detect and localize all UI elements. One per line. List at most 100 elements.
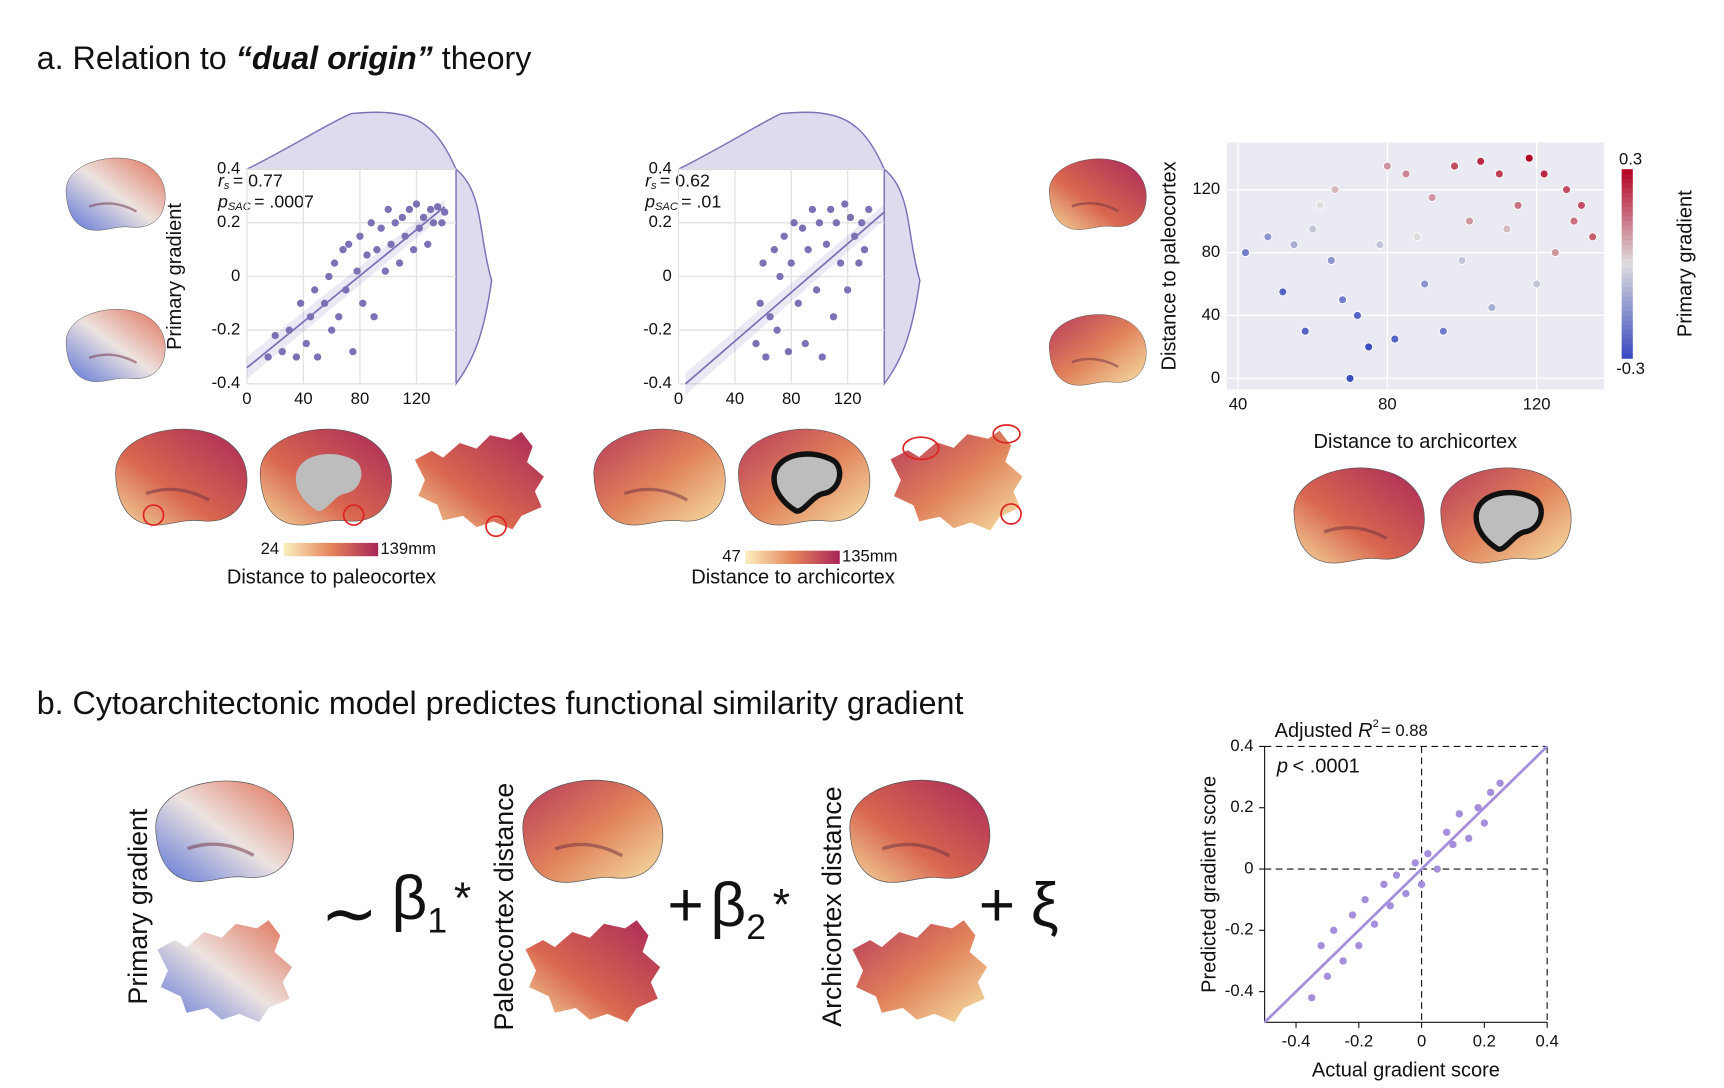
data-point: [339, 245, 347, 254]
y-tick-label: 0: [231, 266, 240, 285]
data-point: [832, 219, 840, 227]
data-point: [395, 259, 404, 267]
data-point: [1361, 896, 1369, 904]
x-tick-label: 120: [1523, 394, 1551, 413]
data-point: [1420, 279, 1430, 289]
data-point: [1465, 834, 1473, 843]
data-point: [1438, 326, 1448, 336]
data-point: [367, 219, 375, 227]
data-point: [843, 286, 852, 294]
data-point: [381, 267, 390, 275]
x-tick-label: 80: [351, 389, 370, 408]
data-point: [827, 205, 835, 214]
x-axis-label: Actual gradient score: [1312, 1059, 1500, 1081]
formula-symbol: + ξ: [979, 871, 1059, 940]
brain-surface: [738, 429, 869, 525]
colorbar-label: Distance to archicortex: [691, 567, 895, 589]
colorbar-tick-label: 0.3: [1619, 150, 1642, 169]
data-point: [1278, 287, 1288, 297]
data-point: [1392, 871, 1401, 879]
data-point: [756, 299, 764, 308]
title-text: Adjusted: [1275, 720, 1358, 742]
data-point: [359, 299, 367, 308]
colorbar-segment: [1621, 287, 1633, 293]
y-tick-label: -0.4: [212, 373, 241, 392]
data-point: [325, 272, 333, 281]
flat-map: [890, 430, 1023, 531]
stat-symbol: p: [217, 191, 228, 211]
data-point: [1330, 185, 1340, 195]
colorbar-segment: [1621, 254, 1633, 260]
y-tick-label: 80: [1202, 242, 1221, 261]
formula-symbol: ∼: [320, 875, 378, 952]
colorbar-segment: [1621, 329, 1633, 336]
colorbar-tick-label: -0.3: [1616, 359, 1645, 378]
colorbar-segment: [1621, 273, 1633, 279]
marginal-density: [455, 167, 493, 387]
data-point: [1424, 850, 1432, 858]
data-point: [787, 259, 795, 267]
data-point: [1502, 224, 1512, 234]
colorbar: [283, 542, 379, 557]
brain-surface: [1049, 159, 1146, 230]
y-tick-label: 120: [1192, 179, 1220, 198]
title-text: a. Relation to: [37, 40, 236, 76]
stat-subscript: SAC: [655, 201, 679, 213]
brain-surface: [153, 779, 296, 884]
data-point: [855, 259, 863, 267]
y-tick-label: 0.4: [217, 159, 240, 178]
data-point: [808, 205, 817, 214]
brain-surface: [66, 158, 165, 230]
flat-map: [414, 431, 544, 530]
stat-annotation: pSAC = .0007: [217, 191, 314, 213]
y-tick-label: 0.4: [649, 159, 672, 178]
colorbar-segment: [1621, 296, 1633, 303]
data-point: [1338, 295, 1347, 305]
data-point: [384, 205, 392, 214]
data-point: [1339, 957, 1347, 965]
marginal-density: [883, 167, 921, 387]
data-point: [1289, 240, 1299, 250]
formula-xi: ξ: [1031, 871, 1059, 940]
x-axis-label: Distance to archicortex: [1314, 431, 1518, 453]
data-point: [1411, 859, 1419, 867]
data-point: [794, 299, 802, 308]
data-point: [1487, 303, 1497, 313]
data-point: [1532, 279, 1542, 289]
data-point: [1569, 216, 1579, 226]
y-axis-label: Predicted gradient score: [1198, 776, 1220, 993]
brain-surface: [66, 309, 165, 381]
panel-b-title: b. Cytoarchitectonic model predictes fun…: [37, 685, 964, 721]
stat-subscript: s: [651, 180, 657, 192]
data-point: [441, 208, 449, 216]
data-point: [302, 339, 310, 348]
data-point: [1457, 255, 1467, 265]
data-point: [1345, 373, 1355, 383]
data-point: [1427, 193, 1437, 202]
data-point: [1386, 902, 1394, 910]
term-label: Archicortex distance: [817, 786, 847, 1026]
data-point: [429, 219, 438, 227]
marginal-density: [246, 111, 458, 170]
data-point: [860, 245, 869, 254]
title-text: theory: [433, 40, 532, 76]
data-point: [798, 224, 807, 232]
stat-value: = .01: [681, 191, 721, 211]
data-point: [818, 353, 826, 361]
y-axis-label: Distance to paleocortex: [1158, 161, 1180, 370]
data-point: [1263, 232, 1273, 242]
fit-line: [684, 211, 885, 385]
data-point: [1317, 941, 1325, 950]
x-tick-label: 0: [242, 389, 251, 408]
data-point: [1474, 804, 1482, 812]
x-tick-label: -0.4: [1282, 1032, 1311, 1051]
colorbar-segment: [1621, 301, 1633, 307]
colorbar-segment: [1621, 221, 1633, 227]
data-point: [815, 219, 824, 227]
colorbar-segment: [1621, 263, 1633, 269]
term-label: Paleocortex distance: [489, 783, 519, 1031]
colorbar-segment: [1621, 192, 1633, 199]
data-point: [1550, 248, 1560, 258]
data-point: [1496, 779, 1504, 787]
